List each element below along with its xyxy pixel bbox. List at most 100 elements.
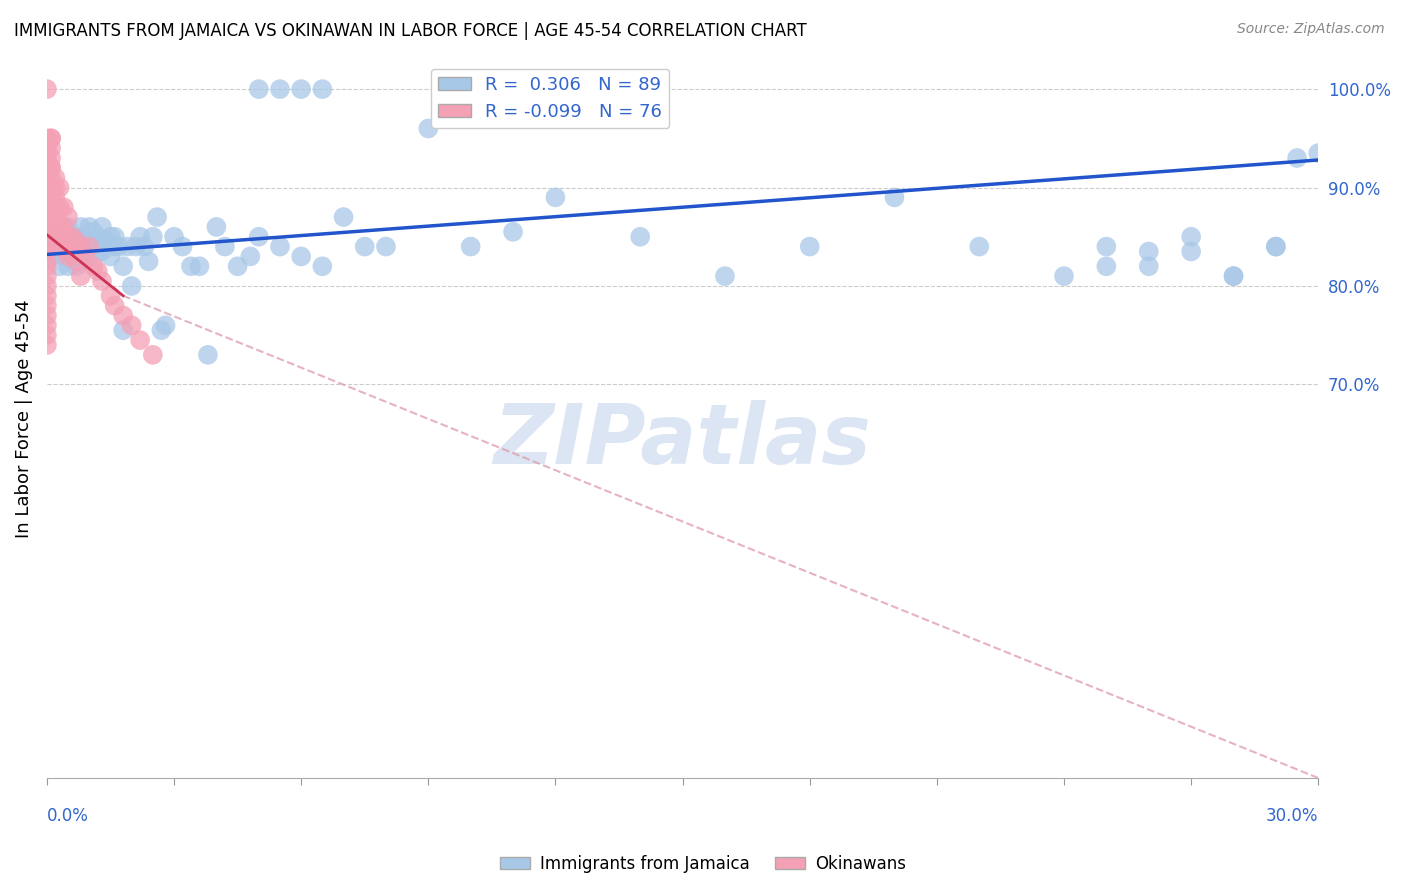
Point: [87, 229, 110, 244]
Point: [155, 318, 177, 333]
Point: [460, 239, 482, 253]
Point: [799, 239, 821, 253]
Point: [56, 219, 79, 234]
Point: [69, 219, 91, 234]
Point: [35, 170, 58, 185]
Point: [1095, 260, 1118, 274]
Point: [311, 82, 333, 96]
Point: [134, 239, 156, 253]
Point: [56, 210, 79, 224]
Point: [1222, 269, 1244, 284]
Point: [269, 82, 291, 96]
Point: [44, 215, 66, 229]
Point: [83, 239, 105, 253]
Point: [44, 180, 66, 194]
Point: [52, 249, 75, 263]
Point: [311, 260, 333, 274]
Point: [44, 190, 66, 204]
Point: [163, 229, 186, 244]
Point: [39, 190, 62, 204]
Point: [104, 239, 127, 253]
Point: [1137, 244, 1160, 259]
Point: [146, 210, 169, 224]
Point: [73, 244, 96, 259]
Point: [35, 235, 58, 249]
Point: [1308, 146, 1330, 161]
Point: [226, 260, 249, 274]
Point: [48, 219, 70, 234]
Point: [1180, 229, 1202, 244]
Point: [100, 249, 122, 263]
Point: [91, 274, 114, 288]
Text: Source: ZipAtlas.com: Source: ZipAtlas.com: [1237, 22, 1385, 37]
Point: [39, 161, 62, 175]
Point: [150, 323, 173, 337]
Point: [112, 309, 135, 323]
Point: [35, 260, 58, 274]
Point: [39, 131, 62, 145]
Point: [290, 249, 312, 263]
Point: [52, 239, 75, 253]
Point: [104, 229, 127, 244]
Point: [35, 146, 58, 161]
Point: [332, 210, 354, 224]
Point: [121, 318, 143, 333]
Legend: Immigrants from Jamaica, Okinawans: Immigrants from Jamaica, Okinawans: [494, 848, 912, 880]
Point: [39, 131, 62, 145]
Legend: R =  0.306   N = 89, R = -0.099   N = 76: R = 0.306 N = 89, R = -0.099 N = 76: [432, 69, 669, 128]
Point: [35, 141, 58, 155]
Point: [91, 244, 114, 259]
Point: [35, 318, 58, 333]
Point: [39, 180, 62, 194]
Point: [69, 269, 91, 284]
Point: [100, 289, 122, 303]
Point: [35, 225, 58, 239]
Point: [353, 239, 375, 253]
Point: [35, 244, 58, 259]
Point: [129, 229, 152, 244]
Point: [1264, 239, 1286, 253]
Point: [39, 249, 62, 263]
Point: [967, 239, 990, 253]
Point: [35, 156, 58, 170]
Point: [125, 239, 148, 253]
Point: [44, 200, 66, 214]
Point: [48, 200, 70, 214]
Point: [35, 328, 58, 343]
Point: [35, 254, 58, 268]
Point: [77, 235, 100, 249]
Point: [172, 239, 194, 253]
Point: [48, 239, 70, 253]
Point: [117, 239, 139, 253]
Point: [121, 279, 143, 293]
Text: IMMIGRANTS FROM JAMAICA VS OKINAWAN IN LABOR FORCE | AGE 45-54 CORRELATION CHART: IMMIGRANTS FROM JAMAICA VS OKINAWAN IN L…: [14, 22, 807, 40]
Point: [77, 239, 100, 253]
Point: [35, 269, 58, 284]
Point: [214, 239, 236, 253]
Point: [39, 151, 62, 165]
Point: [52, 229, 75, 244]
Point: [1053, 269, 1076, 284]
Point: [83, 225, 105, 239]
Point: [35, 279, 58, 293]
Point: [35, 309, 58, 323]
Point: [44, 219, 66, 234]
Point: [65, 254, 87, 268]
Point: [112, 260, 135, 274]
Point: [69, 235, 91, 249]
Point: [188, 260, 211, 274]
Point: [290, 82, 312, 96]
Point: [56, 260, 79, 274]
Point: [35, 161, 58, 175]
Point: [39, 200, 62, 214]
Point: [87, 264, 110, 278]
Point: [35, 239, 58, 253]
Point: [1137, 260, 1160, 274]
Point: [39, 219, 62, 234]
Point: [35, 200, 58, 214]
Point: [374, 239, 396, 253]
Point: [129, 333, 152, 347]
Point: [35, 82, 58, 96]
Point: [138, 254, 160, 268]
Point: [269, 239, 291, 253]
